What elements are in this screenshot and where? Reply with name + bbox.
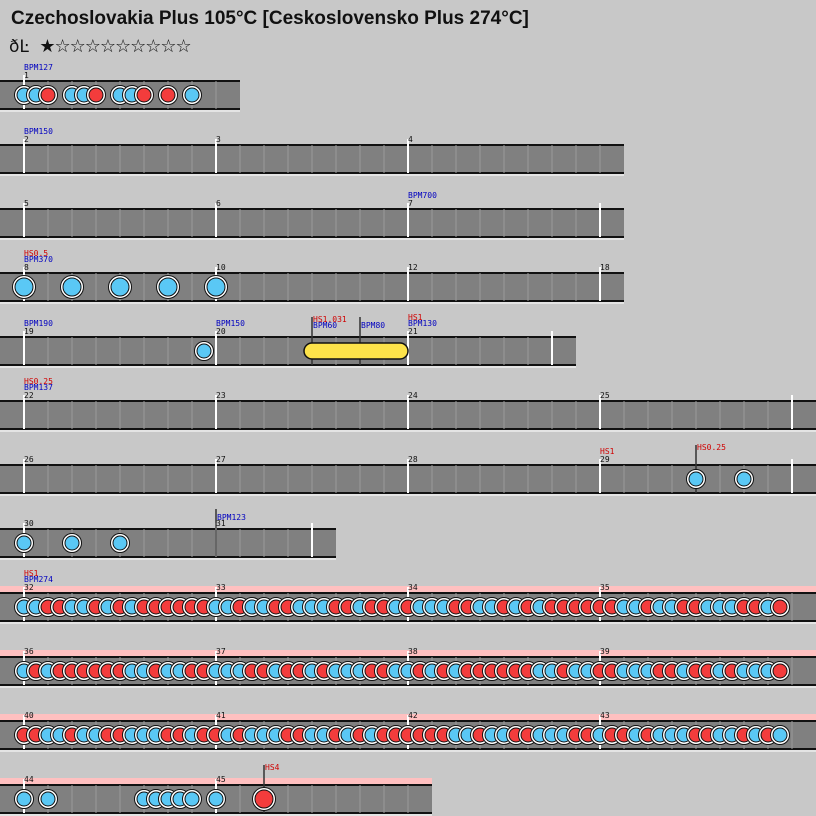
measure-number: 6: [216, 199, 221, 208]
bpm-label: BPM370: [24, 255, 53, 264]
measure-number: 3: [216, 135, 221, 144]
measure-number: 18: [600, 263, 610, 272]
measure-number: 45: [216, 775, 226, 784]
hs-label: HS1: [600, 447, 615, 456]
bpm-label: BPM80: [361, 321, 385, 330]
measure-number: 26: [24, 455, 34, 464]
ka-note: [772, 727, 788, 743]
measure-number: 8: [24, 263, 29, 272]
measure-number: 29: [600, 455, 610, 464]
don-note: [88, 87, 104, 103]
bpm-label: BPM150: [216, 319, 245, 328]
ka-note: [196, 343, 212, 359]
measure-number: 22: [24, 391, 34, 400]
measure-number: 35: [600, 583, 610, 592]
measure-number: 5: [24, 199, 29, 208]
measure-number: 20: [216, 327, 226, 336]
bpm-label: BPM190: [24, 319, 53, 328]
ka-note: [16, 791, 32, 807]
big-don-note: [254, 789, 274, 809]
hs-label: HS4: [265, 763, 280, 772]
bpm-label: BPM127: [24, 63, 53, 72]
drumroll-note: [303, 342, 409, 360]
ka-note: [208, 791, 224, 807]
big-ka-note: [14, 277, 34, 297]
ka-note: [688, 471, 704, 487]
measure-number: 33: [216, 583, 226, 592]
measure-number: 19: [24, 327, 34, 336]
measure-number: 25: [600, 391, 610, 400]
don-note: [772, 663, 788, 679]
don-note: [136, 87, 152, 103]
hs-label: HS1.031: [313, 315, 347, 324]
measure-number: 1: [24, 71, 29, 80]
measure-number: 31: [216, 519, 226, 528]
big-ka-note: [62, 277, 82, 297]
measure-number: 10: [216, 263, 226, 272]
measure-number: 23: [216, 391, 226, 400]
measure-number: 41: [216, 711, 226, 720]
ka-note: [64, 535, 80, 551]
measure-number: 40: [24, 711, 34, 720]
measure-number: 37: [216, 647, 226, 656]
measure-number: 27: [216, 455, 226, 464]
hs-label: HS1: [408, 313, 423, 322]
hs-label: HS0.25: [24, 377, 53, 386]
big-ka-note: [206, 277, 226, 297]
bpm-label: BPM274: [24, 575, 53, 584]
hs-label: HS0.5: [24, 249, 48, 258]
measure-number: 12: [408, 263, 418, 272]
big-ka-note: [158, 277, 178, 297]
ka-note: [40, 791, 56, 807]
song-title: Czechoslovakia Plus 105°C [Ceskoslovensk…: [11, 8, 529, 29]
hs-label: HS0.25: [697, 443, 726, 452]
ka-note: [16, 535, 32, 551]
measure-number: 24: [408, 391, 418, 400]
bpm-label: BPM137: [24, 383, 53, 392]
ka-note: [184, 791, 200, 807]
don-note: [772, 599, 788, 615]
hs-label: HS1: [24, 569, 39, 578]
measure-number: 36: [24, 647, 34, 656]
ka-note: [736, 471, 752, 487]
measure-number: 39: [600, 647, 610, 656]
difficulty-row: ðĿ ★☆☆☆☆☆☆☆☆☆: [9, 36, 192, 58]
star-rating: ★☆☆☆☆☆☆☆☆☆: [39, 36, 191, 57]
measure-number: 30: [24, 519, 34, 528]
measure-number: 38: [408, 647, 418, 656]
measure-number: 4: [408, 135, 413, 144]
ka-note: [184, 87, 200, 103]
measure-number: 28: [408, 455, 418, 464]
measure-number: 44: [24, 775, 34, 784]
measure-number: 7: [408, 199, 413, 208]
measure-number: 2: [24, 135, 29, 144]
don-note: [160, 87, 176, 103]
measure-number: 43: [600, 711, 610, 720]
measure-number: 32: [24, 583, 34, 592]
bpm-label: BPM150: [24, 127, 53, 136]
measure-number: 42: [408, 711, 418, 720]
bpm-label: BPM60: [313, 321, 337, 330]
measure-number: 21: [408, 327, 418, 336]
oni-course-icon: ðĿ: [9, 36, 29, 57]
ka-note: [112, 535, 128, 551]
bpm-label: BPM130: [408, 319, 437, 328]
don-note: [40, 87, 56, 103]
bpm-label: BPM700: [408, 191, 437, 200]
bpm-label: BPM123: [217, 513, 246, 522]
measure-number: 34: [408, 583, 418, 592]
big-ka-note: [110, 277, 130, 297]
